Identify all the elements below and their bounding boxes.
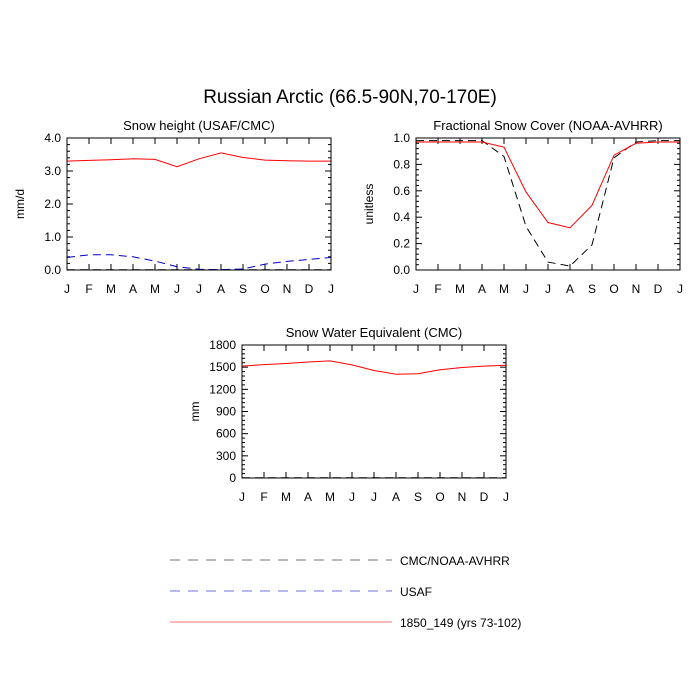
legend-label: 1850_149 (yrs 73-102) — [400, 616, 521, 630]
y-tick-label: 0.6 — [393, 184, 410, 198]
y-tick-label: 0.0 — [44, 263, 61, 277]
x-tick-label: M — [150, 282, 160, 296]
x-tick-label: O — [435, 490, 444, 504]
panel-title: Snow Water Equivalent (CMC) — [286, 325, 463, 340]
x-tick-label: S — [239, 282, 247, 296]
y-tick-label: 1.0 — [44, 230, 61, 244]
x-tick-label: M — [281, 490, 291, 504]
panel-title: Snow height (USAF/CMC) — [123, 118, 275, 133]
y-axis-label: mm — [188, 402, 202, 422]
plot-frame — [66, 137, 332, 271]
chart-panel-3: Snow Water Equivalent (CMC) 0 300 600 900 120… — [188, 325, 509, 504]
x-tick-label: O — [609, 282, 618, 296]
y-tick-label: 0.8 — [393, 157, 410, 171]
figure-title: Russian Arctic (66.5-90N,70-170E) — [203, 87, 497, 108]
x-tick-label: J — [328, 282, 334, 296]
y-tick-label: 0.0 — [393, 263, 410, 277]
y-tick-label: 1200 — [209, 382, 236, 396]
x-tick-label: A — [566, 282, 574, 296]
x-tick-label: D — [305, 282, 314, 296]
y-tick-label: 300 — [216, 449, 236, 463]
x-tick-label: J — [371, 490, 377, 504]
x-tick-label: A — [129, 282, 137, 296]
x-tick-label: J — [174, 282, 180, 296]
y-tick-label: 3.0 — [44, 164, 61, 178]
panel-title: Fractional Snow Cover (NOAA-AVHRR) — [433, 118, 662, 133]
y-tick-label: 4.0 — [44, 131, 61, 145]
x-tick-label: D — [480, 490, 489, 504]
x-tick-label: A — [217, 282, 225, 296]
series-line-1850-149-yrs-73-102- — [241, 360, 507, 375]
x-tick-label: J — [64, 282, 70, 296]
legend: CMC/NOAA-AVHRR USAF 1850_149 (yrs 73-102) — [170, 554, 521, 630]
x-tick-label: F — [260, 490, 267, 504]
chart-panel-1: Snow height (USAF/CMC)0.01.02.03.04.0J F M… — [13, 118, 334, 296]
series-line-usaf — [66, 254, 332, 271]
x-tick-label: N — [632, 282, 641, 296]
y-tick-label: 900 — [216, 405, 236, 419]
x-tick-label: N — [283, 282, 292, 296]
x-tick-label: J — [239, 490, 245, 504]
x-tick-label: J — [677, 282, 683, 296]
x-tick-label: S — [588, 282, 596, 296]
x-tick-label: J — [349, 490, 355, 504]
x-tick-label: F — [85, 282, 92, 296]
x-tick-label: M — [455, 282, 465, 296]
y-tick-label: 0.4 — [393, 210, 410, 224]
x-tick-label: M — [325, 490, 335, 504]
plot-frame — [415, 137, 681, 271]
x-tick-label: M — [106, 282, 116, 296]
series-line-cmc-noaa-avhrr — [416, 140, 680, 267]
x-tick-label: A — [392, 490, 400, 504]
x-tick-label: F — [434, 282, 441, 296]
y-tick-label: 1.0 — [393, 131, 410, 145]
x-tick-label: S — [414, 490, 422, 504]
y-axis-label: unitless — [362, 184, 376, 225]
y-axis-label: mm/d — [13, 189, 27, 219]
x-tick-label: J — [545, 282, 551, 296]
y-tick-label: 1500 — [209, 360, 236, 374]
legend-label: CMC/NOAA-AVHRR — [400, 554, 510, 568]
series-line-1850-149-yrs-73-102- — [66, 152, 331, 168]
x-tick-label: J — [523, 282, 529, 296]
x-tick-label: N — [458, 490, 467, 504]
legend-label: USAF — [400, 585, 432, 599]
x-tick-label: O — [260, 282, 269, 296]
x-tick-label: J — [503, 490, 509, 504]
x-tick-label: J — [413, 282, 419, 296]
y-tick-label: 600 — [216, 427, 236, 441]
y-tick-label: 0.2 — [393, 237, 410, 251]
x-tick-label: M — [499, 282, 509, 296]
chart-panel-2: Fractional Snow Cover (NOAA-AVHRR) 0.0 0.2… — [362, 118, 683, 296]
x-tick-label: A — [304, 490, 312, 504]
plot-frame — [241, 344, 507, 479]
x-tick-label: D — [654, 282, 663, 296]
y-tick-label: 0 — [229, 471, 236, 485]
y-tick-label: 1800 — [209, 338, 236, 352]
y-tick-label: 2.0 — [44, 197, 61, 211]
series-line-1850-149-yrs-73-102- — [416, 141, 680, 229]
x-tick-label: J — [196, 282, 202, 296]
x-tick-label: A — [478, 282, 486, 296]
